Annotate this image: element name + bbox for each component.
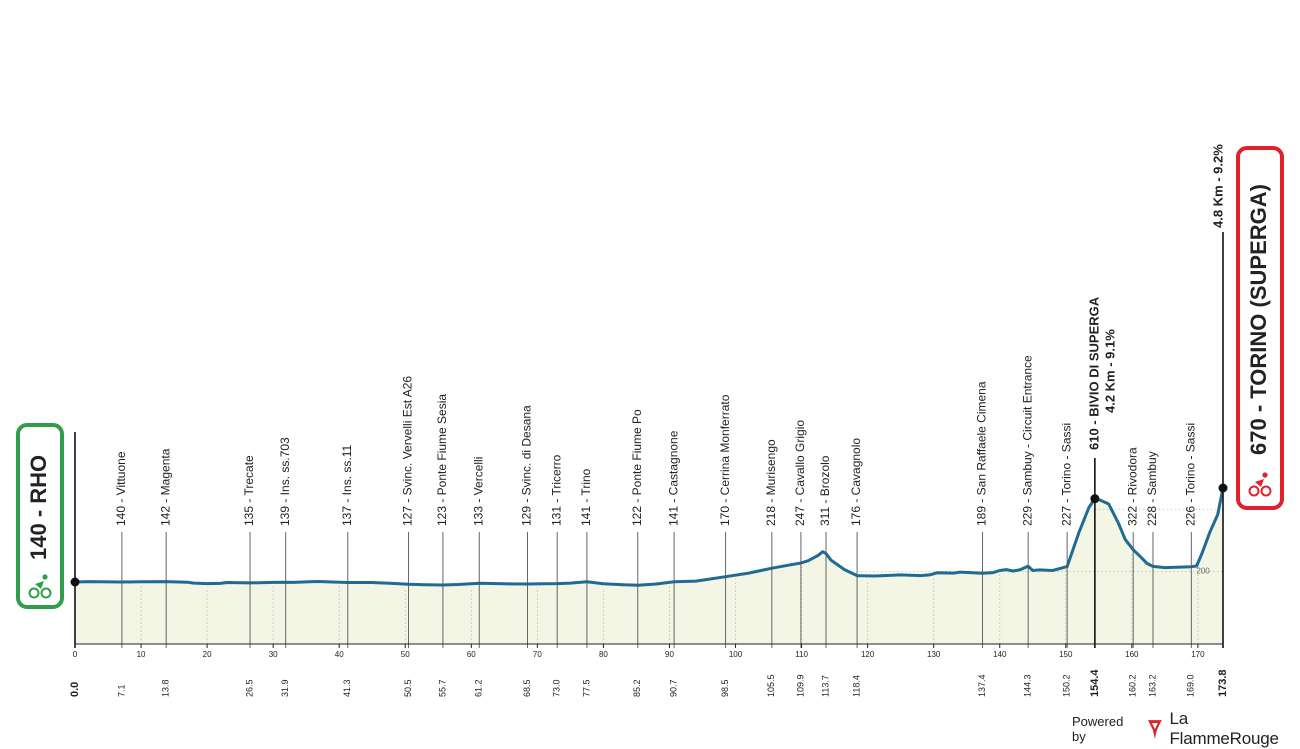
x-tick-label: 150 bbox=[1059, 650, 1073, 659]
place-km-label: 144.3 bbox=[1023, 674, 1033, 697]
x-tick-label: 90 bbox=[665, 650, 674, 659]
start-badge bbox=[16, 423, 64, 609]
rider-wheel bbox=[28, 587, 40, 599]
place-label: 123 - Ponte Fiume Sesia bbox=[435, 394, 449, 526]
x-tick-label: 60 bbox=[467, 650, 476, 659]
place-km-label: 85.2 bbox=[632, 679, 642, 697]
finish-climb-label: 4.8 Km - 9.2% bbox=[1210, 144, 1225, 228]
place-label: 141 - Castagnone bbox=[666, 430, 680, 526]
x-tick-label: 100 bbox=[729, 650, 743, 659]
place-label: 142 - Magenta bbox=[158, 448, 172, 526]
start-dot bbox=[70, 577, 80, 587]
place-km-label: 26.5 bbox=[244, 679, 254, 697]
place-label: 218 - Murisengo bbox=[764, 439, 778, 526]
place-label: 133 - Vercelli bbox=[471, 457, 485, 526]
finish-badge-label: 670 - TORINO (SUPERGA) bbox=[1246, 184, 1271, 455]
rider-wheel bbox=[1248, 485, 1260, 497]
place-label: 139 - Ins. ss.703 bbox=[278, 437, 292, 526]
place-km-label: 13.8 bbox=[161, 679, 171, 697]
place-km-label: 160.2 bbox=[1128, 674, 1138, 697]
place-label: 229 - Sambuy - Circuit Entrance bbox=[1020, 355, 1034, 526]
summit-km-label: 154.4 bbox=[1089, 669, 1101, 697]
summit-dot bbox=[1090, 494, 1100, 504]
place-label: 141 - Trino bbox=[579, 468, 593, 526]
start-km-label: 0.0 bbox=[69, 682, 81, 697]
x-tick-label: 160 bbox=[1125, 650, 1139, 659]
x-tick-label: 140 bbox=[993, 650, 1007, 659]
place-km-label: 77.5 bbox=[581, 679, 591, 697]
x-tick-label: 50 bbox=[401, 650, 410, 659]
brand-name: La FlammeRouge bbox=[1169, 709, 1279, 748]
place-km-label: 118.4 bbox=[851, 675, 861, 697]
place-label: 122 - Ponte Fiume Po bbox=[630, 409, 644, 526]
profile-area bbox=[75, 488, 1223, 644]
place-km-label: 61.2 bbox=[474, 679, 484, 697]
place-km-label: 137.4 bbox=[977, 674, 987, 697]
place-km-label: 41.3 bbox=[342, 679, 352, 697]
rider-body bbox=[35, 581, 44, 589]
place-label: 176 - Cavagnolo bbox=[849, 438, 863, 526]
place-km-label: 55.7 bbox=[437, 679, 447, 697]
x-tick-label: 110 bbox=[795, 650, 808, 659]
x-tick-label: 70 bbox=[533, 650, 542, 659]
place-km-label: 113.7 bbox=[820, 675, 830, 697]
place-label: 227 - Torino - Sassi bbox=[1059, 423, 1073, 526]
rider-wheel bbox=[1260, 485, 1272, 497]
summit-climb-label: 4.2 Km - 9.1% bbox=[1102, 329, 1117, 413]
place-label: 137 - Ins. ss.11 bbox=[340, 445, 354, 526]
place-km-label: 98.5 bbox=[720, 679, 730, 697]
powered-by-label: Powered by bbox=[1072, 714, 1124, 744]
place-label: 311 - Brozolo bbox=[818, 455, 832, 526]
x-tick-label: 20 bbox=[203, 650, 212, 659]
place-km-label: 169.0 bbox=[1186, 674, 1196, 697]
place-label: 247 - Cavallo Grigio bbox=[793, 420, 807, 526]
rider-wheel bbox=[40, 587, 52, 599]
start-rider-icon bbox=[24, 572, 56, 604]
place-label: 127 - Svinc. Vervelli Est A26 bbox=[401, 376, 415, 526]
place-label: 170 - Cerrina Monferrato bbox=[718, 394, 732, 526]
place-km-label: 105.5 bbox=[766, 674, 776, 697]
x-tick-label: 10 bbox=[137, 650, 146, 659]
powered-by-footer: Powered by La FlammeRouge bbox=[1072, 709, 1300, 748]
place-km-label: 31.9 bbox=[280, 679, 290, 697]
place-label: 189 - San Raffaele Cimena bbox=[975, 381, 989, 526]
place-label: 228 - Sambuy bbox=[1145, 451, 1159, 526]
x-tick-label: 30 bbox=[269, 650, 278, 659]
finish-dot bbox=[1218, 483, 1228, 493]
place-km-label: 150.2 bbox=[1061, 674, 1071, 697]
place-km-label: 7.1 bbox=[116, 684, 126, 697]
x-tick-label: 80 bbox=[599, 650, 608, 659]
place-km-label: 50.5 bbox=[403, 679, 413, 697]
summit-label: 610 - BIVIO DI SUPERGA bbox=[1086, 296, 1101, 450]
place-km-label: 90.7 bbox=[668, 679, 678, 697]
rider-head bbox=[1262, 472, 1268, 478]
place-km-label: 68.5 bbox=[522, 679, 532, 697]
rider-body bbox=[1255, 479, 1264, 487]
place-label: 129 - Svinc. di Desana bbox=[520, 405, 534, 526]
y-reference-label: 200 bbox=[1196, 566, 1210, 575]
place-km-label: 109.9 bbox=[795, 674, 805, 697]
finish-rider-icon bbox=[1244, 470, 1276, 502]
x-tick-label: 170 bbox=[1191, 650, 1205, 659]
place-label: 131 - Tricerro bbox=[549, 454, 563, 526]
x-tick-label: 120 bbox=[861, 650, 875, 659]
start-badge-label: 140 - RHO bbox=[26, 455, 51, 560]
place-label: 140 - Vittuone bbox=[114, 451, 128, 526]
rider-head bbox=[42, 574, 48, 580]
place-label: 226 - Torino - Sassi bbox=[1183, 423, 1197, 526]
x-tick-label: 0 bbox=[73, 650, 78, 659]
x-tick-label: 40 bbox=[335, 650, 344, 659]
place-label: 135 - Trecate bbox=[242, 455, 256, 526]
finish-km-label: 173.8 bbox=[1217, 669, 1229, 697]
x-tick-label: 130 bbox=[927, 650, 941, 659]
place-label: 322 - Rivodora bbox=[1125, 447, 1139, 526]
place-km-label: 163.2 bbox=[1147, 674, 1157, 697]
finish-badge bbox=[1236, 146, 1284, 510]
flamme-rouge-logo-icon bbox=[1147, 720, 1162, 739]
place-km-label: 73.0 bbox=[552, 679, 562, 697]
